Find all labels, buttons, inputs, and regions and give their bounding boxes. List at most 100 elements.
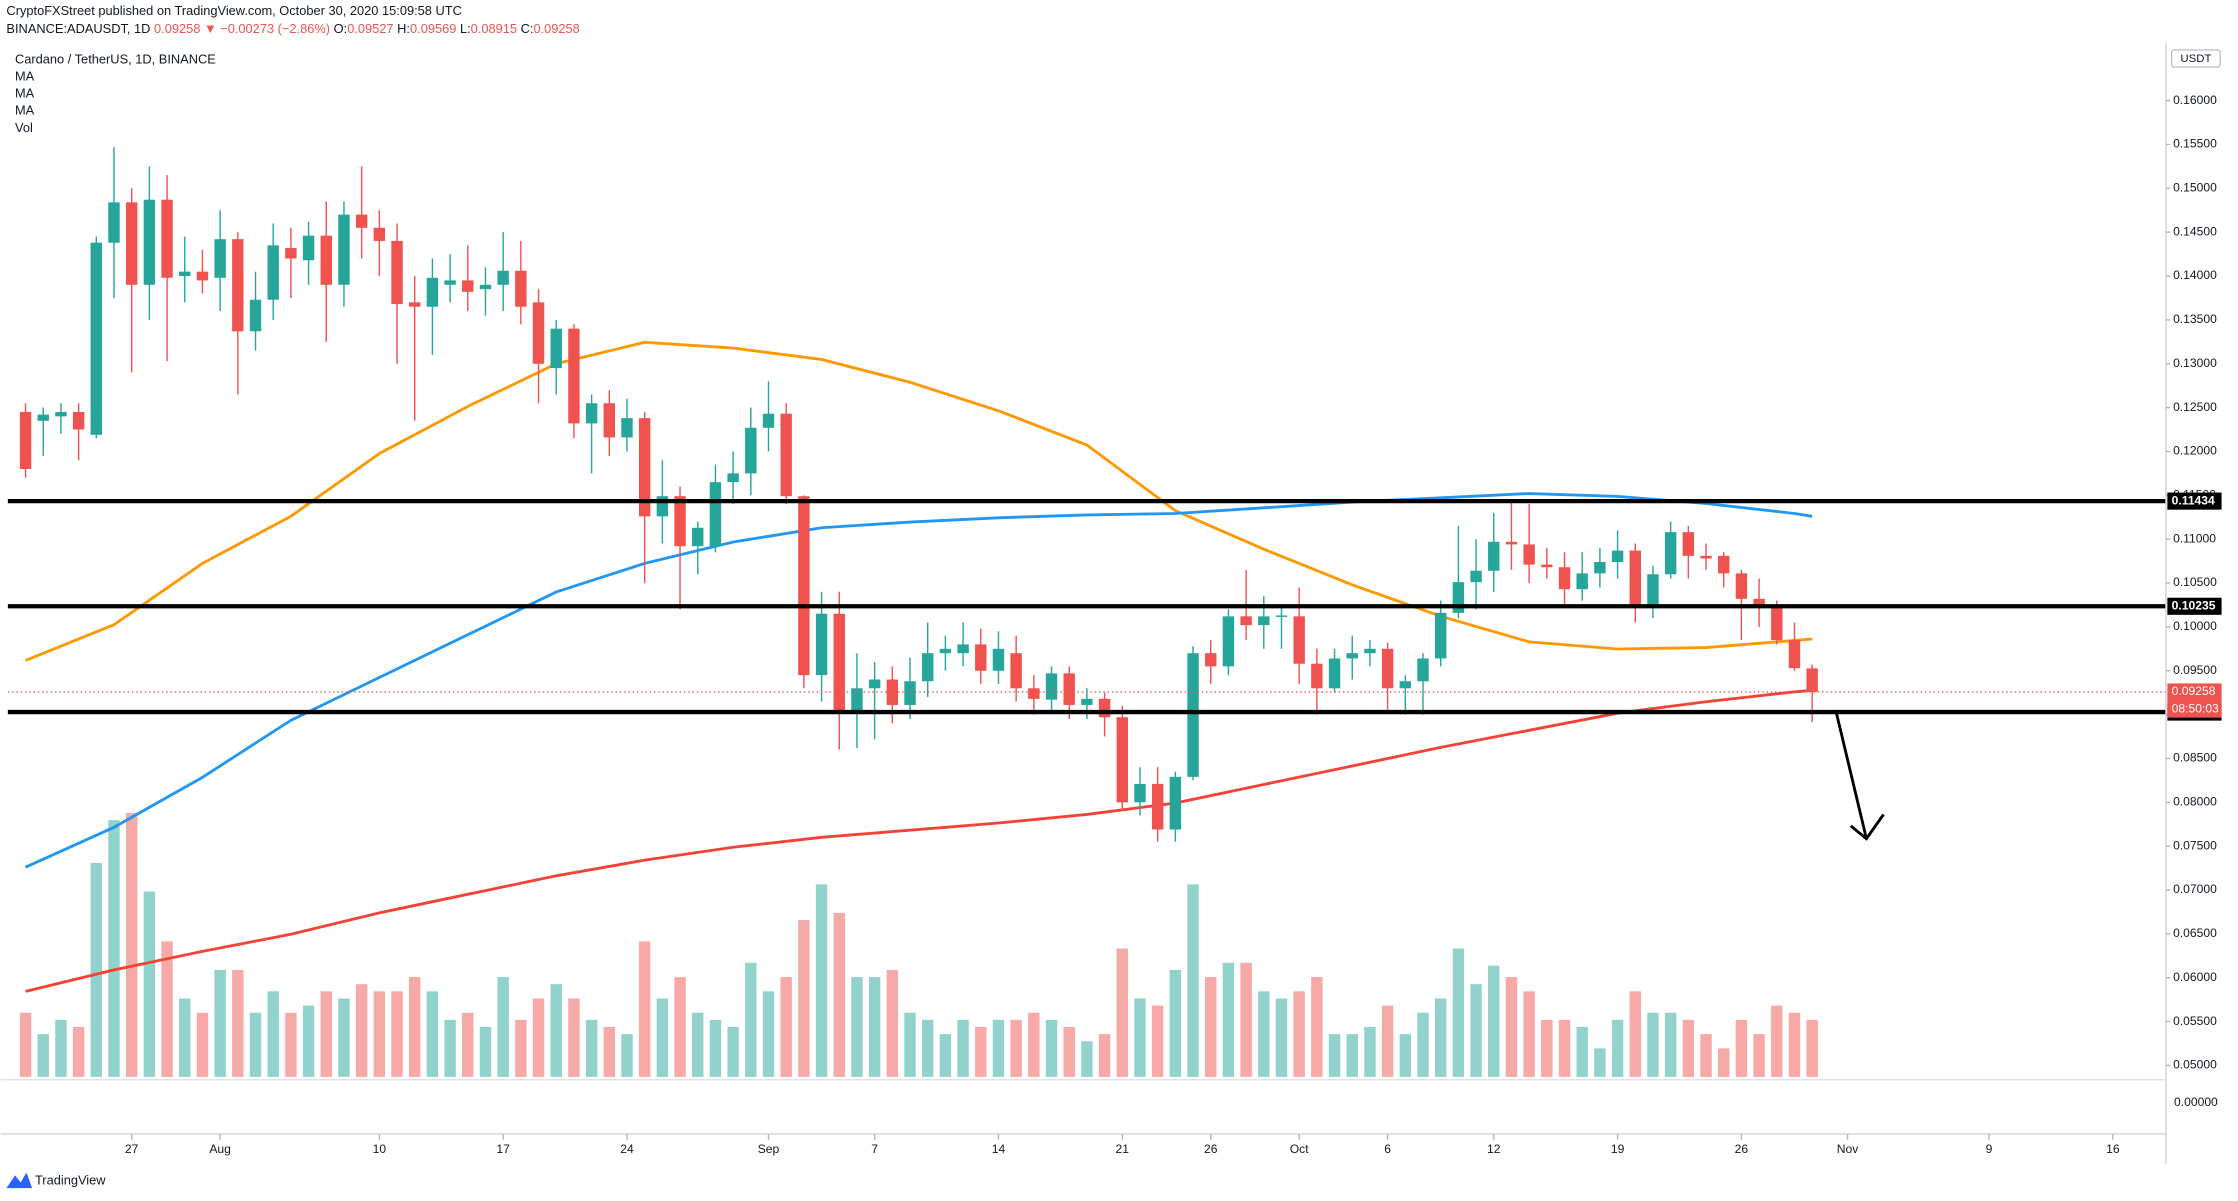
volume-bar (532, 998, 545, 1077)
candle-body (1134, 783, 1146, 803)
candle-body (638, 418, 651, 517)
moving-average-line (24, 492, 1813, 869)
volume-bar (1381, 1005, 1394, 1077)
volume-bar (904, 1012, 916, 1077)
y-tick-label: 0.15000 (2173, 181, 2217, 195)
y-tick-label: 0.11000 (2173, 531, 2216, 545)
volume-bar (214, 969, 226, 1077)
volume-bar (1505, 977, 1518, 1077)
volume-bar (391, 991, 403, 1077)
candle-body (1771, 606, 1783, 641)
moving-average-line (25, 688, 1813, 993)
candle-body (798, 496, 810, 676)
candle-body (72, 411, 85, 430)
y-tick-label: 0.13500 (2173, 312, 2217, 326)
volume-bar (1470, 984, 1482, 1077)
legend-item: MA (15, 86, 35, 101)
candle-body (1718, 555, 1730, 574)
volume-bar (72, 1026, 85, 1077)
candle-body (833, 613, 845, 713)
plot-area (7, 147, 2166, 1077)
candle-body (621, 418, 633, 438)
x-tick-label: 10 (373, 1142, 387, 1156)
volume-bar (232, 969, 244, 1077)
volume-bar (1700, 1034, 1712, 1077)
volume-bar (1045, 1019, 1058, 1077)
y-tick-label: 0.15500 (2173, 137, 2217, 151)
x-tick-label: Oct (1290, 1142, 1309, 1156)
volume-bar (267, 991, 279, 1077)
volume-bar (426, 991, 439, 1077)
volume-bar (1718, 1048, 1730, 1077)
volume-bar (37, 1034, 49, 1077)
candle-body (161, 199, 173, 278)
candle-body (745, 427, 757, 474)
volume-bar (727, 1026, 739, 1077)
candle-body (1151, 783, 1164, 830)
volume-bar (1028, 1012, 1040, 1077)
volume-bar (1275, 998, 1288, 1077)
x-tick-label: 26 (1735, 1142, 1749, 1156)
projection-arrow (1835, 712, 1885, 841)
volume-bar (249, 1012, 262, 1077)
volume-bar (497, 977, 509, 1077)
last-price-label: 0.09258 (2172, 684, 2216, 698)
candle-body (568, 328, 580, 424)
candle-body (1806, 668, 1818, 692)
ohlc-label: C: (521, 21, 534, 36)
volume-bar (745, 962, 757, 1077)
volume-bar (1222, 962, 1235, 1077)
candle-body (1240, 616, 1252, 626)
ohlc-value: 0.09527 (347, 21, 393, 36)
volume-bar (957, 1019, 969, 1077)
volume-bar (1664, 1012, 1677, 1077)
volume-bar (19, 1012, 32, 1077)
volume-bar (762, 991, 775, 1077)
volume-bar (1576, 1026, 1588, 1077)
volume-bar (1594, 1048, 1606, 1077)
candle-body (196, 271, 209, 281)
candle-body (409, 302, 421, 307)
ohlc-label: H: (397, 21, 410, 36)
volume-bar (692, 1012, 704, 1077)
volume-bar (1151, 1005, 1164, 1077)
price-change: ▼ −0.00273 (−2.86%) (204, 21, 330, 36)
candle-body (1293, 616, 1305, 664)
candle-body (1434, 612, 1447, 659)
candle-body (921, 653, 934, 682)
candle-body (338, 214, 350, 285)
volume-bar (1187, 884, 1199, 1077)
candle-body (1576, 573, 1588, 590)
volume-bar (373, 991, 386, 1077)
candle-body (692, 527, 704, 547)
volume-bar (479, 1026, 492, 1077)
moving-average-line (25, 340, 1813, 662)
candle-body (108, 202, 120, 243)
volume-bar (709, 1019, 722, 1077)
candle-body (1381, 648, 1394, 689)
candle-body (249, 299, 262, 332)
currency-badge[interactable] (2171, 49, 2221, 68)
candle-body (179, 271, 191, 277)
candle-body (1205, 653, 1217, 667)
y-tick-label: 0.14000 (2173, 268, 2217, 282)
candle-body (1346, 653, 1358, 659)
volume-bar (179, 998, 191, 1077)
x-tick-label: 12 (1487, 1142, 1501, 1156)
legend-item: MA (15, 103, 35, 118)
volume-bar (851, 977, 863, 1077)
countdown-label: 08:50:03 (2172, 701, 2219, 715)
y-tick-label: 0.08000 (2173, 795, 2217, 809)
x-tick-label: 9 (1986, 1142, 1993, 1156)
candle-body (1364, 648, 1376, 654)
x-tick-label: 6 (1384, 1142, 1391, 1156)
candle-body (815, 613, 828, 676)
candle-body (709, 482, 722, 547)
y-tick-label: 0.05000 (2173, 1058, 2217, 1072)
candle-body (143, 199, 156, 285)
y-tick-label: 0.10500 (2173, 575, 2217, 589)
y-tick-label: 0.05500 (2173, 1014, 2217, 1028)
volume-bar (975, 1026, 987, 1077)
